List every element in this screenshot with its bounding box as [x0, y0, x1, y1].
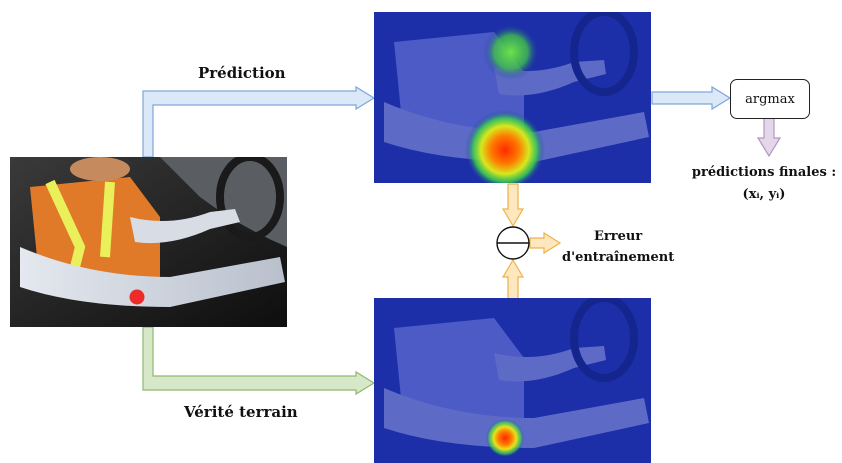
prediction-heatmap-image [374, 12, 651, 183]
ground-truth-arrow [142, 326, 376, 396]
prediction-arrow [142, 85, 376, 158]
prediction-label: Prédiction [198, 64, 286, 82]
ground-truth-to-error-arrow [501, 258, 525, 301]
prediction-heatmap [374, 12, 651, 183]
error-label-line1: Erreur [594, 229, 643, 244]
ground-truth-heatmap-image [374, 298, 651, 463]
comparison-node [496, 226, 530, 260]
error-label: Erreur d'entraînement [562, 226, 674, 268]
error-output-arrow [529, 231, 562, 255]
final-predictions-line2: (xᵢ, yᵢ) [742, 187, 786, 202]
keypoint-marker [129, 289, 145, 305]
ground-truth-label: Vérité terrain [184, 403, 298, 421]
input-photo [10, 157, 287, 327]
ground-truth-heatmap [374, 298, 651, 463]
argmax-arrow [651, 85, 732, 111]
input-image [10, 157, 287, 327]
argmax-box: argmax [730, 79, 810, 119]
final-arrow [756, 117, 782, 158]
prediction-to-error-arrow [501, 183, 525, 228]
final-predictions-line1: prédictions finales : [691, 165, 837, 180]
error-label-line2: d'entraînement [562, 250, 675, 265]
final-predictions-label: prédictions finales : (xᵢ, yᵢ) [688, 162, 840, 206]
